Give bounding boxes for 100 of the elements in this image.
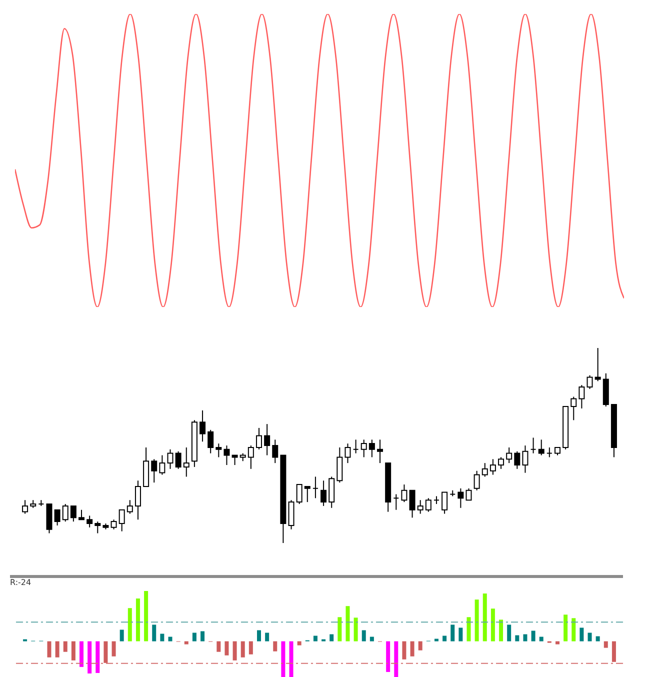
bar xyxy=(499,620,504,642)
bar xyxy=(410,641,414,656)
candlestick xyxy=(352,439,359,454)
candlestick xyxy=(159,454,166,476)
candlestick xyxy=(482,462,488,478)
bar xyxy=(200,631,205,642)
bar xyxy=(88,641,92,674)
bar xyxy=(346,606,350,642)
bar xyxy=(572,618,576,642)
bar xyxy=(386,641,390,672)
candlestick xyxy=(320,480,327,506)
candlestick xyxy=(458,488,464,508)
bar xyxy=(184,641,188,644)
candlestick xyxy=(466,488,472,501)
candlestick xyxy=(110,519,117,530)
candlestick xyxy=(86,515,93,528)
candlestick xyxy=(312,476,318,499)
candlestick xyxy=(409,490,416,518)
candlestick xyxy=(232,454,238,466)
candlestick xyxy=(336,446,343,484)
candlestick xyxy=(94,521,101,534)
bar xyxy=(168,636,172,642)
bar xyxy=(313,636,318,642)
bar xyxy=(531,630,536,642)
bar xyxy=(490,608,495,642)
bar xyxy=(63,641,68,652)
bar xyxy=(144,591,148,642)
candlestick xyxy=(433,496,440,504)
bar xyxy=(80,641,84,667)
candlestick xyxy=(288,500,294,530)
candlestick xyxy=(417,500,424,514)
candlestick xyxy=(70,505,76,522)
candlestick xyxy=(530,437,536,454)
bar xyxy=(256,630,261,642)
candlestick xyxy=(78,509,85,520)
candlestick xyxy=(248,445,254,470)
candlestick xyxy=(594,348,601,382)
candlestick xyxy=(175,450,182,470)
bar xyxy=(612,641,616,662)
candlestick xyxy=(216,443,222,458)
candlestick xyxy=(368,439,375,458)
bar xyxy=(128,608,132,642)
bar xyxy=(330,634,334,642)
bar xyxy=(588,632,592,642)
candlestick xyxy=(134,480,141,520)
bar xyxy=(458,628,463,642)
candlestick xyxy=(183,446,190,478)
candlestick xyxy=(586,374,593,390)
candlestick xyxy=(118,509,125,532)
candlestick xyxy=(200,410,206,442)
bar xyxy=(354,618,358,642)
bar xyxy=(160,634,164,642)
bar xyxy=(47,641,52,658)
bar xyxy=(394,641,398,677)
bar xyxy=(120,630,124,642)
bar xyxy=(604,641,608,648)
bar xyxy=(55,641,60,658)
bar xyxy=(450,624,455,642)
bar xyxy=(474,600,479,642)
candlestick xyxy=(264,424,270,456)
bar xyxy=(136,598,140,642)
bar xyxy=(152,624,156,642)
candlestick xyxy=(167,448,174,470)
candlestick xyxy=(514,450,520,470)
candlestick xyxy=(442,492,448,514)
bar xyxy=(224,641,229,656)
candlestick xyxy=(360,439,367,458)
text: R:-24 xyxy=(10,578,32,587)
candlestick xyxy=(546,446,552,458)
bar xyxy=(370,636,374,642)
bar xyxy=(466,617,471,642)
bar xyxy=(71,641,76,660)
candlestick xyxy=(272,439,278,464)
candlestick xyxy=(377,439,384,464)
candlestick xyxy=(474,470,480,491)
bar xyxy=(192,632,196,642)
candlestick xyxy=(393,494,400,510)
bar xyxy=(273,641,278,652)
candlestick xyxy=(208,429,214,454)
candlestick xyxy=(62,504,68,522)
bar xyxy=(289,641,294,677)
bar xyxy=(434,638,438,642)
candlestick xyxy=(498,456,504,470)
bar xyxy=(523,634,528,642)
bar xyxy=(248,641,253,654)
candlestick xyxy=(578,384,585,409)
bar xyxy=(564,614,568,642)
bar xyxy=(555,641,560,644)
bar xyxy=(104,641,108,663)
candlestick xyxy=(304,486,310,503)
bar xyxy=(418,641,422,650)
candlestick xyxy=(506,446,512,464)
candlestick xyxy=(538,439,544,456)
bar xyxy=(539,636,544,642)
candlestick xyxy=(22,500,28,514)
bar xyxy=(442,636,447,642)
candlestick xyxy=(344,443,351,464)
candlestick xyxy=(296,484,302,504)
bar xyxy=(596,636,600,642)
candlestick xyxy=(126,500,133,514)
